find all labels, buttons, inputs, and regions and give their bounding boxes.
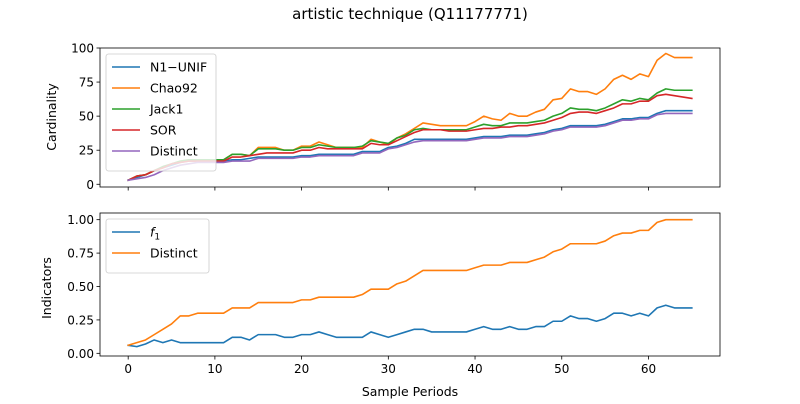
- legend-label-1-1: Distinct: [150, 246, 198, 261]
- x-tick-label-1-4: 40: [467, 362, 482, 376]
- series-line-0-4: [127, 112, 693, 182]
- legend-label-0-3: SOR: [150, 123, 177, 138]
- legend-label-1-0: f1: [150, 225, 160, 243]
- legend-box-0: [105, 53, 217, 172]
- indicators-panel: 0 10 20 30 40 50 60 0.00 0.25 0.50 0.75 1.00 f1 Disti…: [67, 212, 721, 376]
- y-tick-label-0-3: 75: [79, 76, 94, 90]
- legend-label-0-1: Chao92: [150, 81, 198, 96]
- x-tick-label-1-2: 20: [294, 362, 309, 376]
- y-tick-label-1-3: 0.75: [67, 247, 94, 261]
- series-line-1-0: [127, 304, 693, 348]
- y-tick-label-1-1: 0.25: [67, 313, 94, 327]
- axes-frame-1: [99, 212, 721, 357]
- y-tick-label-0-0: 0: [86, 178, 94, 192]
- x-tick-label-1-3: 30: [381, 362, 396, 376]
- x-tick-label-1-0: 0: [124, 362, 132, 376]
- series-line-1-1: [127, 218, 693, 347]
- cardinality-panel: 0 25 50 75 100 N1−UNIF Chao92 Jack1 SOR Distinct: [71, 42, 721, 192]
- y-axis-label-cardinality: Cardinality: [44, 83, 59, 151]
- legend-label-0-0: N1−UNIF: [150, 60, 207, 75]
- legend-0: N1−UNIF Chao92 Jack1 SOR Distinct: [105, 53, 217, 172]
- x-axis-label: Sample Periods: [362, 384, 458, 399]
- legend-label-0-2: Jack1: [149, 102, 183, 117]
- x-tick-label-1-1: 10: [207, 362, 222, 376]
- y-axis-label-indicators: Indicators: [39, 257, 54, 319]
- y-tick-label-1-0: 0.00: [67, 347, 94, 361]
- x-tick-label-1-5: 50: [554, 362, 569, 376]
- y-tick-label-0-1: 25: [79, 144, 94, 158]
- chart-title: artistic technique (Q11177771): [292, 5, 528, 23]
- y-tick-label-1-4: 1.00: [67, 213, 94, 227]
- y-tick-label-0-2: 50: [79, 110, 94, 124]
- axes-frame-0: [99, 47, 721, 188]
- series-line-0-2: [127, 88, 693, 182]
- series-line-0-3: [127, 93, 693, 182]
- y-tick-label-0-4: 100: [71, 42, 94, 56]
- legend-label-0-4: Distinct: [150, 144, 198, 159]
- y-tick-label-1-2: 0.50: [67, 280, 94, 294]
- x-tick-label-1-6: 60: [641, 362, 656, 376]
- legend-1: f1 Distinct: [105, 218, 210, 274]
